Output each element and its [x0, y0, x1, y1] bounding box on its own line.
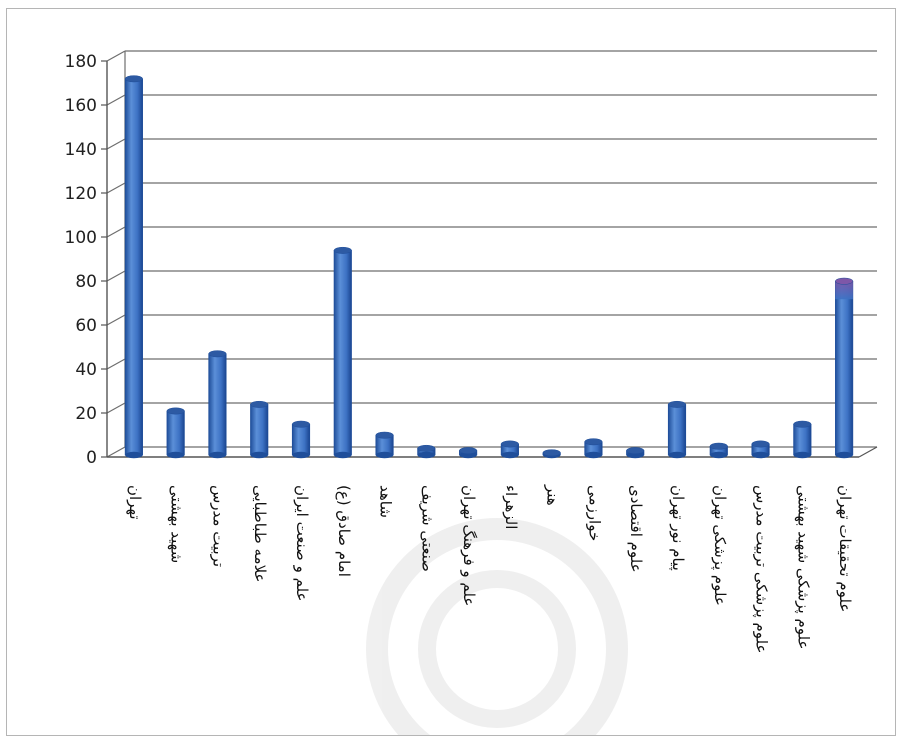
gridline-side: [106, 182, 126, 194]
floor-edge: [858, 446, 878, 458]
bar-top: [291, 420, 311, 428]
x-category-label: پیام نور تهران: [668, 485, 687, 571]
bar-base: [375, 451, 394, 459]
x-category-label: تربیت مدرس: [209, 485, 227, 567]
gridline-side: [106, 50, 126, 62]
bar-top: [751, 440, 770, 448]
y-tick-label: 180: [65, 52, 97, 72]
x-category-label: علم و صنعت ایران: [293, 485, 311, 601]
watermark-logo: [366, 518, 628, 735]
x-category-label: علامه طباطبایی: [251, 485, 269, 583]
x-category-label: تهران: [126, 485, 144, 520]
y-axis-ticks: 0 20 40 60 80 100 120 140 160 180: [65, 52, 97, 468]
gridline-side: [106, 138, 126, 150]
gridline-side: [106, 226, 126, 238]
x-category-label: الزهراء: [502, 485, 520, 529]
bar-top: [166, 407, 185, 415]
x-category-label: امام صادق (ع): [335, 485, 353, 577]
bar-base: [835, 451, 853, 459]
x-category-label: شاهد: [377, 485, 395, 518]
y-tick-label: 140: [65, 140, 97, 160]
y-tick-label: 0: [86, 448, 97, 468]
y-tick-label: 160: [65, 96, 97, 116]
bar-top: [709, 442, 728, 450]
x-category-label: خوارزمی: [585, 485, 603, 541]
bar-base: [250, 451, 268, 459]
gridline-side: [106, 358, 126, 370]
y-tick-label: 100: [65, 228, 97, 248]
bar-base: [417, 451, 436, 459]
gridline-side: [106, 314, 126, 326]
bar: [166, 410, 185, 456]
bar-top: [584, 438, 603, 446]
x-category-label: شهید بهشتی: [168, 485, 186, 563]
bar-base: [668, 451, 686, 459]
bar-top: [333, 246, 352, 254]
bar-base: [751, 451, 770, 459]
y-tick-label: 60: [75, 316, 97, 336]
x-category-label: صنعتی شریف: [418, 485, 436, 572]
bar: [333, 250, 352, 456]
gridline-side: [106, 402, 126, 414]
x-category-label: علوم پزشکی تهران: [710, 485, 729, 606]
bar-base: [166, 451, 185, 459]
x-category-label: هنر: [544, 484, 562, 506]
bar-top: [417, 444, 436, 452]
bar-base: [793, 451, 812, 459]
bar-base: [334, 451, 352, 459]
bar: [835, 280, 854, 456]
x-axis-labels: تهران شهید بهشتی تربیت مدرس علامه طباطبایی ع…: [126, 484, 854, 653]
bar-top: [500, 440, 519, 448]
x-category-label: علوم پزشکی تربیت مدرس: [752, 485, 771, 653]
bar-top: [208, 350, 227, 358]
bar: [208, 353, 227, 456]
bar: [124, 78, 143, 456]
bar-top: [793, 420, 812, 428]
bar-top: [542, 449, 561, 457]
gridlines: [106, 50, 877, 458]
x-category-label: علم و فرهنگ تهران: [460, 485, 478, 606]
y-tick-label: 120: [65, 184, 97, 204]
bar-highlight: [835, 281, 853, 300]
y-tick-label: 20: [75, 404, 97, 424]
y-tick-label: 40: [75, 360, 97, 380]
bar-top: [375, 431, 394, 439]
bar: [250, 404, 269, 456]
bar-chart: 0 20 40 60 80 100 120 140 160 180 تهران شهید بهشتی…: [65, 50, 878, 735]
bar-top: [124, 75, 143, 83]
x-category-label: علوم تحقیقات تهران: [836, 485, 854, 612]
bar-top: [835, 277, 854, 285]
bar: [667, 404, 687, 456]
x-category-label: علوم پزشکی شهید بهشتی: [793, 485, 812, 649]
bar-base: [501, 451, 519, 459]
bar-top: [667, 400, 687, 408]
bar: [793, 423, 812, 456]
bar-top: [250, 400, 269, 408]
x-category-label: علوم اقتصادی: [627, 485, 645, 573]
bar-base: [584, 451, 603, 459]
gridline-side: [106, 94, 126, 106]
bar-base: [710, 451, 728, 459]
gridline-side: [106, 446, 126, 458]
gridline-side: [106, 270, 126, 282]
bar-base: [208, 451, 227, 459]
bars: [124, 75, 854, 459]
bar-top: [626, 447, 645, 455]
y-tick-label: 80: [75, 272, 97, 292]
bar-base: [292, 451, 310, 459]
bar-top: [459, 447, 478, 455]
chart-frame: 0 20 40 60 80 100 120 140 160 180 تهران شهید بهشتی…: [6, 8, 896, 736]
bar: [291, 423, 311, 456]
bar-base: [125, 451, 143, 459]
